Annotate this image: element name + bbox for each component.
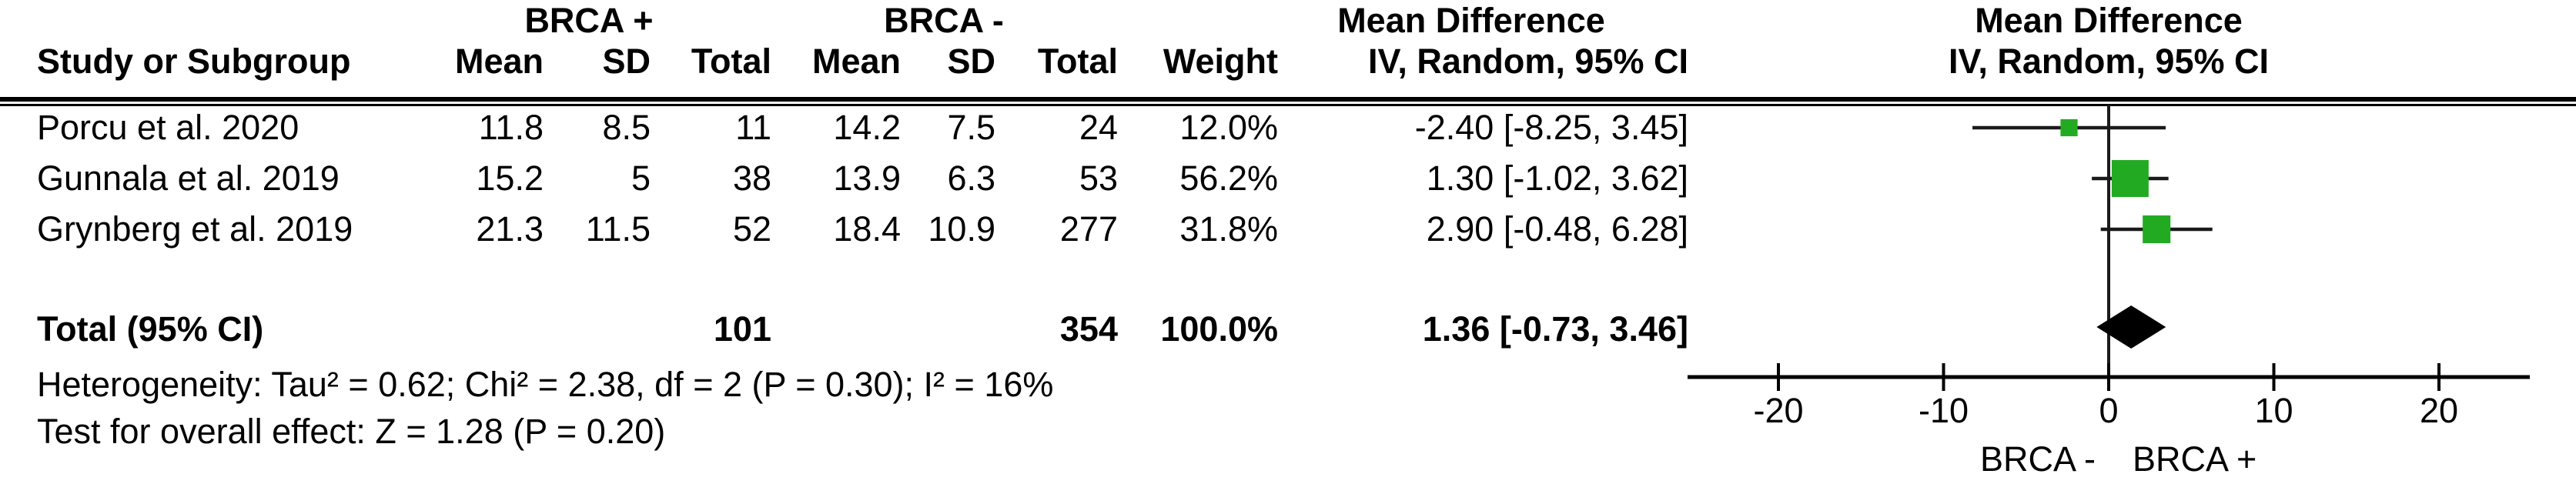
axis-left-label: BRCA - [1979, 439, 2096, 479]
total2-sum: 354 [1059, 309, 1118, 349]
axis-right-label: BRCA + [2133, 439, 2257, 479]
study-name: Grynberg et al. 2019 [37, 209, 353, 249]
total1-value: 38 [732, 159, 771, 198]
axis-tick-label: 0 [2099, 391, 2118, 430]
header-rule-thin [0, 104, 2576, 106]
ci-text: -2.40 [-8.25, 3.45] [1414, 108, 1688, 147]
sd2-value: 10.9 [928, 209, 995, 249]
sd1-value: 5 [631, 159, 651, 198]
total1-value: 52 [732, 209, 771, 249]
sd2-value: 6.3 [947, 159, 995, 198]
group1-header: BRCA + [524, 1, 654, 40]
weight-square [2143, 215, 2171, 244]
total2-value: 53 [1079, 159, 1118, 198]
col-header-mean1: Mean [454, 42, 544, 81]
col-header-sd2: SD [947, 42, 995, 81]
weight-square [2111, 160, 2149, 197]
weight-square [2060, 118, 2078, 137]
header-rule-thick [0, 97, 2576, 102]
total2-value: 277 [1059, 209, 1118, 249]
axis-tick-label: 10 [2254, 391, 2293, 430]
group2-header: BRCA - [884, 1, 1004, 40]
sd2-value: 7.5 [947, 108, 995, 147]
col-header-total2: Total [1037, 42, 1118, 81]
overall-effect-note: Test for overall effect: Z = 1.28 (P = 0… [37, 412, 666, 451]
ci-text: 1.30 [-1.02, 3.62] [1426, 159, 1688, 198]
total1-sum: 101 [713, 309, 771, 349]
axis-tick-label: -20 [1753, 391, 1803, 430]
ci-text: 2.90 [-0.48, 6.28] [1426, 209, 1688, 249]
total-ci-text: 1.36 [-0.73, 3.46] [1422, 309, 1688, 349]
heterogeneity-note: Heterogeneity: Tau² = 0.62; Chi² = 2.38,… [37, 365, 1054, 404]
sd1-value: 11.5 [585, 209, 651, 249]
weight-value: 12.0% [1179, 108, 1278, 147]
total-weight: 100.0% [1160, 309, 1278, 349]
mean1-value: 11.8 [478, 108, 544, 147]
mean2-value: 18.4 [833, 209, 901, 249]
mean2-value: 14.2 [833, 108, 901, 147]
axis-tick-label: 20 [2420, 391, 2458, 430]
mean2-value: 13.9 [833, 159, 901, 198]
md-column-title: Mean Difference [1337, 1, 1605, 40]
summary-diamond [2096, 305, 2166, 349]
study-name: Porcu et al. 2020 [37, 108, 299, 147]
col-header-ci: IV, Random, 95% CI [1368, 42, 1688, 81]
axis-tick-label: -10 [1919, 391, 1969, 430]
weight-value: 31.8% [1179, 209, 1278, 249]
plot-column-subtitle: IV, Random, 95% CI [1949, 42, 2269, 81]
col-header-study: Study or Subgroup [37, 42, 351, 81]
col-header-weight: Weight [1163, 42, 1278, 81]
mean1-value: 21.3 [476, 209, 544, 249]
col-header-mean2: Mean [811, 42, 901, 81]
mean1-value: 15.2 [476, 159, 544, 198]
total1-value: 11 [735, 108, 771, 147]
sd1-value: 8.5 [602, 108, 651, 147]
total-label: Total (95% CI) [37, 309, 264, 349]
total2-value: 24 [1079, 108, 1118, 147]
plot-column-title: Mean Difference [1975, 1, 2243, 40]
weight-value: 56.2% [1179, 159, 1278, 198]
col-header-total1: Total [691, 42, 771, 81]
col-header-sd1: SD [602, 42, 651, 81]
forest-plot: -20 -10 0 10 20 [1688, 105, 2530, 430]
study-name: Gunnala et al. 2019 [37, 159, 340, 198]
